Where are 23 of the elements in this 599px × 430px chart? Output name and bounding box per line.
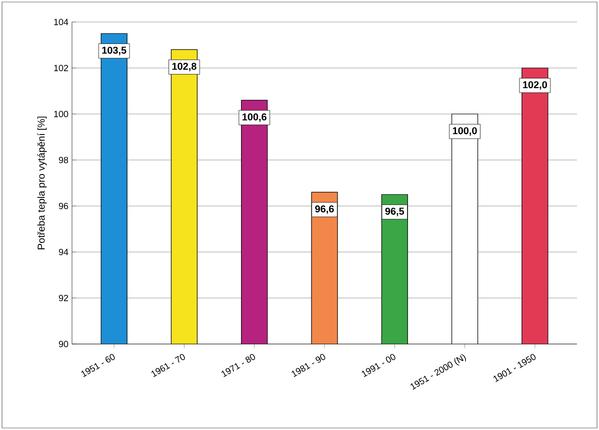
x-tick-label: 1981 - 90 (292, 354, 326, 378)
y-tick-label: 100 (54, 110, 68, 118)
data-label: 100,6 (242, 113, 266, 122)
x-tick-label: 1991 - 00 (362, 354, 396, 378)
data-label: 96,5 (385, 208, 404, 216)
data-label: 103,5 (102, 46, 126, 56)
x-tick-label: 1961 - 70 (151, 354, 185, 378)
y-tick-label: 90 (58, 340, 68, 348)
data-label: 100,0 (452, 127, 477, 136)
x-tick-label: 1951 - 60 (81, 354, 115, 378)
y-tick-label: 104 (54, 18, 68, 26)
y-tick-label: 98 (58, 156, 68, 164)
y-tick-label: 102 (54, 64, 68, 72)
x-tick-label: 1901 - 1950 (493, 354, 536, 382)
x-tick-label: 1971 - 80 (222, 354, 256, 378)
y-tick-label: 94 (58, 248, 68, 256)
data-label: 96,6 (315, 205, 334, 214)
x-tick-label: 1951 - 2000 (N) (410, 354, 466, 390)
y-axis-title: Potřeba tepla pro vytápění [%] (37, 116, 47, 250)
y-tick-label: 96 (58, 202, 68, 210)
data-label: 102,8 (172, 62, 196, 72)
data-label: 102,0 (523, 81, 547, 90)
y-tick-label: 92 (58, 294, 68, 302)
